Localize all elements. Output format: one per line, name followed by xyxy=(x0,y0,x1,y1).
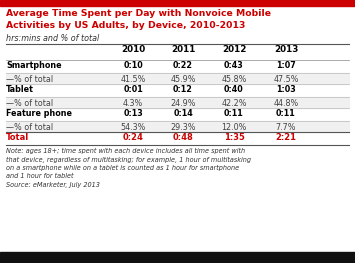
Text: 4.3%: 4.3% xyxy=(123,99,143,108)
Text: 0:12: 0:12 xyxy=(173,85,193,94)
Text: Activities by US Adults, by Device, 2010-2013: Activities by US Adults, by Device, 2010… xyxy=(6,21,245,30)
Text: 1:03: 1:03 xyxy=(276,85,296,94)
Text: 0:11: 0:11 xyxy=(224,109,244,119)
Text: 0:14: 0:14 xyxy=(173,109,193,119)
Text: Average Time Spent per Day with Nonvoice Mobile: Average Time Spent per Day with Nonvoice… xyxy=(6,9,271,18)
Text: 0:13: 0:13 xyxy=(123,109,143,119)
Text: that device, regardless of multitasking; for example, 1 hour of multitasking: that device, regardless of multitasking;… xyxy=(6,156,251,163)
Text: 0:43: 0:43 xyxy=(224,62,244,70)
Text: 0:22: 0:22 xyxy=(173,62,193,70)
Text: 0:11: 0:11 xyxy=(276,109,296,119)
Text: 45.9%: 45.9% xyxy=(170,74,196,83)
Bar xyxy=(6,97,349,108)
Text: 54.3%: 54.3% xyxy=(120,123,146,132)
Bar xyxy=(6,121,349,132)
Text: 2:21: 2:21 xyxy=(275,134,296,143)
Text: 0:48: 0:48 xyxy=(173,134,193,143)
Text: 0:40: 0:40 xyxy=(224,85,244,94)
Text: 24.9%: 24.9% xyxy=(170,99,196,108)
Text: 44.8%: 44.8% xyxy=(273,99,299,108)
Bar xyxy=(0,252,355,263)
Text: Source: eMarketer, July 2013: Source: eMarketer, July 2013 xyxy=(6,182,100,188)
Text: 0:10: 0:10 xyxy=(123,62,143,70)
Bar xyxy=(6,73,349,84)
Text: 2013: 2013 xyxy=(274,45,298,54)
Bar xyxy=(0,0,355,6)
Text: on a smartphone while on a tablet is counted as 1 hour for smartphone: on a smartphone while on a tablet is cou… xyxy=(6,165,239,171)
Text: 45.8%: 45.8% xyxy=(221,74,247,83)
Text: 160477: 160477 xyxy=(6,255,33,261)
Text: 0:24: 0:24 xyxy=(122,134,143,143)
Text: 41.5%: 41.5% xyxy=(120,74,146,83)
Text: 1:07: 1:07 xyxy=(276,62,296,70)
Text: www.: www. xyxy=(285,255,304,261)
Text: Note: ages 18+; time spent with each device includes all time spent with: Note: ages 18+; time spent with each dev… xyxy=(6,148,245,154)
Text: 7.7%: 7.7% xyxy=(276,123,296,132)
Text: Total: Total xyxy=(6,134,29,143)
Text: 2010: 2010 xyxy=(121,45,145,54)
Text: hrs:mins and % of total: hrs:mins and % of total xyxy=(6,34,99,43)
Text: 1:35: 1:35 xyxy=(224,134,245,143)
Text: —% of total: —% of total xyxy=(6,123,53,132)
Text: 2012: 2012 xyxy=(222,45,246,54)
Text: 29.3%: 29.3% xyxy=(170,123,196,132)
Text: Feature phone: Feature phone xyxy=(6,109,72,119)
Text: —% of total: —% of total xyxy=(6,99,53,108)
Text: and 1 hour for tablet: and 1 hour for tablet xyxy=(6,174,73,180)
Text: e: e xyxy=(303,255,308,261)
Text: 0:01: 0:01 xyxy=(123,85,143,94)
Text: —% of total: —% of total xyxy=(6,74,53,83)
Text: Smartphone: Smartphone xyxy=(6,62,62,70)
Text: Marketer: Marketer xyxy=(303,255,334,261)
Text: 12.0%: 12.0% xyxy=(221,123,247,132)
Text: 47.5%: 47.5% xyxy=(273,74,299,83)
Text: 42.2%: 42.2% xyxy=(221,99,247,108)
Text: Tablet: Tablet xyxy=(6,85,34,94)
Text: 2011: 2011 xyxy=(171,45,195,54)
Text: .com: .com xyxy=(332,255,349,261)
